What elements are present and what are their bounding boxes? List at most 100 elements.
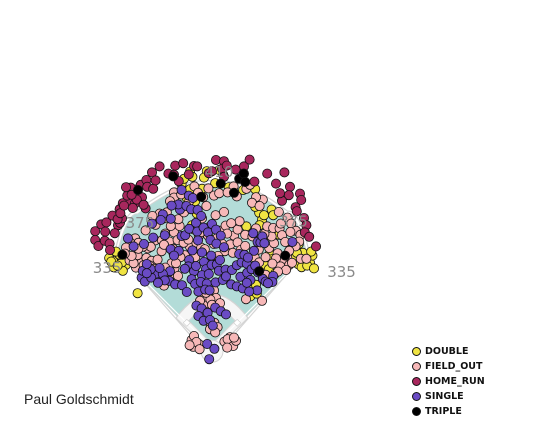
data-point-home-run <box>304 231 315 242</box>
data-point-home-run <box>100 226 111 237</box>
data-point-double <box>308 263 319 274</box>
data-point-double <box>132 288 143 299</box>
legend: DOUBLE FIELD_OUT HOME_RUN SINGLE TRIPLE <box>412 344 485 419</box>
legend-label-single: SINGLE <box>425 391 464 402</box>
legend-label-double: DOUBLE <box>425 346 469 357</box>
data-point-field-out <box>240 240 251 251</box>
data-point-single <box>190 260 201 271</box>
data-point-triple <box>238 168 249 179</box>
legend-swatch-double <box>412 347 421 356</box>
legend-item-field-out: FIELD_OUT <box>412 359 485 374</box>
data-point-single <box>204 285 215 296</box>
data-point-home-run <box>274 188 285 199</box>
data-point-home-run <box>127 202 138 213</box>
legend-label-triple: TRIPLE <box>425 406 462 417</box>
fence-label-3: 375 <box>279 212 308 230</box>
third-base <box>182 318 191 327</box>
legend-item-double: DOUBLE <box>412 344 485 359</box>
data-point-triple <box>215 178 226 189</box>
data-point-triple <box>240 176 251 187</box>
data-point-single <box>168 250 179 261</box>
data-point-single <box>148 232 159 243</box>
data-point-home-run <box>93 240 104 251</box>
data-point-home-run <box>109 228 120 239</box>
data-point-home-run <box>249 176 260 187</box>
data-point-home-run <box>270 178 281 189</box>
data-point-triple <box>196 191 207 202</box>
fence-distance-labels: 335 375 410 375 335 <box>93 163 356 281</box>
data-point-single <box>152 277 163 288</box>
series-home-run <box>90 154 321 255</box>
data-point-single <box>215 230 226 241</box>
data-point-single <box>146 218 157 229</box>
data-point-single <box>248 245 259 256</box>
data-point-field-out <box>267 258 278 269</box>
data-point-home-run <box>230 164 241 175</box>
legend-item-single: SINGLE <box>412 389 485 404</box>
data-point-home-run <box>183 169 194 180</box>
legend-swatch-triple <box>412 407 421 416</box>
data-point-single <box>179 263 190 274</box>
data-point-single <box>209 343 220 354</box>
data-point-field-out <box>201 200 212 211</box>
data-point-single <box>123 233 134 244</box>
data-point-field-out <box>226 218 237 229</box>
data-point-single <box>241 277 252 288</box>
data-point-field-out <box>256 295 267 306</box>
data-point-home-run <box>279 167 290 178</box>
fence-label-4: 335 <box>327 263 356 281</box>
data-point-field-out <box>218 206 229 217</box>
data-point-single <box>181 286 192 297</box>
data-point-home-run <box>150 175 161 186</box>
data-point-home-run <box>206 166 217 177</box>
data-point-field-out <box>172 270 183 281</box>
data-point-single <box>202 338 213 349</box>
data-point-triple <box>254 266 265 277</box>
data-point-home-run <box>105 244 116 255</box>
data-point-single <box>220 271 231 282</box>
data-point-single <box>159 230 170 241</box>
batted-ball-points <box>90 154 321 365</box>
data-point-single <box>244 286 255 297</box>
data-point-single <box>155 214 166 225</box>
fence-label-2: 410 <box>205 163 234 181</box>
data-point-home-run <box>138 199 149 210</box>
data-point-home-run <box>119 200 130 211</box>
first-base <box>233 318 242 327</box>
legend-swatch-single <box>412 392 421 401</box>
series-triple <box>117 168 291 277</box>
data-point-home-run <box>121 182 132 193</box>
legend-label-field-out: FIELD_OUT <box>425 361 483 372</box>
data-point-single <box>287 236 298 247</box>
data-point-home-run <box>154 161 165 172</box>
data-point-field-out <box>234 216 245 227</box>
series-single <box>123 184 298 365</box>
data-point-field-out <box>184 340 195 351</box>
data-point-home-run <box>284 181 295 192</box>
legend-swatch-home-run <box>412 377 421 386</box>
legend-swatch-field-out <box>412 362 421 371</box>
data-point-field-out <box>210 210 221 221</box>
data-point-single <box>206 250 217 261</box>
fence-label-0: 335 <box>93 259 122 277</box>
data-point-single <box>218 242 229 253</box>
data-point-single <box>141 258 152 269</box>
data-point-single <box>187 192 198 203</box>
data-point-single <box>204 354 215 365</box>
data-point-single <box>248 228 259 239</box>
data-point-home-run <box>310 241 321 252</box>
data-point-field-out <box>214 188 225 199</box>
data-point-triple <box>117 249 128 260</box>
data-point-field-out <box>273 206 284 217</box>
data-point-field-out <box>222 342 233 353</box>
data-point-home-run <box>244 154 255 165</box>
data-point-single <box>196 247 207 258</box>
data-point-single <box>138 238 149 249</box>
legend-item-triple: TRIPLE <box>412 404 485 419</box>
data-point-home-run <box>262 168 273 179</box>
data-point-home-run <box>178 158 189 169</box>
data-point-home-run <box>221 160 232 171</box>
legend-item-home-run: HOME_RUN <box>412 374 485 389</box>
data-point-single <box>207 320 218 331</box>
